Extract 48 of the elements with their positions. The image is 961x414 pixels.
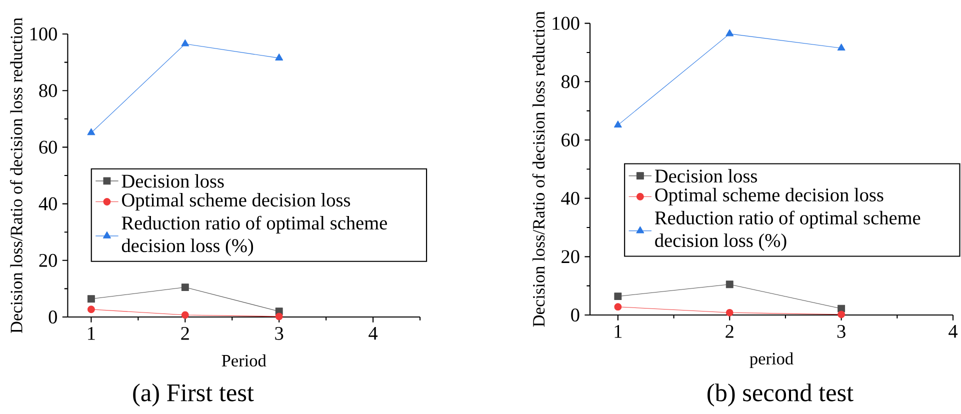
y-tick-label: 20 bbox=[562, 250, 580, 264]
text: (b) second test bbox=[708, 384, 854, 406]
legend-label: Optimal scheme decision loss bbox=[655, 188, 884, 206]
x-axis-title: period bbox=[750, 352, 794, 368]
point bbox=[275, 54, 284, 60]
point bbox=[838, 310, 846, 318]
y-axis-title: Decision loss/Ratio of decision loss reduction bbox=[10, 18, 22, 334]
x-tick-label: 2 bbox=[726, 325, 734, 338]
x-tick-label: 1 bbox=[614, 324, 622, 338]
point bbox=[726, 308, 734, 316]
point bbox=[87, 295, 95, 303]
y-tick-label: 40 bbox=[561, 192, 580, 205]
y-tick-label: 60 bbox=[39, 140, 57, 154]
x-tick-label: 4 bbox=[948, 324, 958, 338]
point bbox=[614, 120, 622, 128]
y-tick-label: 80 bbox=[561, 75, 580, 88]
y-tick-label: 0 bbox=[48, 310, 57, 324]
point bbox=[87, 306, 95, 314]
point bbox=[275, 312, 283, 320]
point bbox=[726, 280, 734, 288]
y-axis-title: Decision loss/Ratio of decision loss reduction bbox=[532, 11, 545, 327]
point bbox=[87, 128, 96, 136]
legend-label: Optimal scheme decision loss bbox=[122, 193, 350, 211]
legend-label: Reduction ratio of optimal scheme decision loss (%) bbox=[122, 216, 387, 256]
x-tick-label: 2 bbox=[181, 327, 189, 340]
point bbox=[837, 44, 846, 50]
y-tick-label: 0 bbox=[571, 308, 580, 322]
point bbox=[614, 303, 622, 311]
legend-label: Reduction ratio of optimal scheme decision loss (%) bbox=[654, 210, 920, 251]
point bbox=[726, 29, 734, 36]
y-tick-label: 20 bbox=[39, 254, 57, 267]
legend-label: Decision loss bbox=[122, 174, 224, 188]
text: (a) First test bbox=[133, 384, 254, 406]
y-tick-label: 80 bbox=[39, 84, 57, 98]
y-tick-label: 100 bbox=[552, 16, 580, 30]
y-tick-label: 60 bbox=[562, 133, 580, 146]
x-tick-label: 3 bbox=[275, 327, 284, 340]
legend-label: Decision loss bbox=[654, 169, 758, 183]
y-tick-label: 100 bbox=[30, 27, 57, 40]
x-tick-label: 4 bbox=[368, 327, 378, 340]
point bbox=[181, 284, 189, 292]
x-tick-label: 3 bbox=[837, 325, 846, 338]
point bbox=[181, 311, 189, 319]
x-tick-label: 1 bbox=[88, 326, 95, 340]
point bbox=[614, 292, 622, 300]
x-axis-title: Period bbox=[222, 354, 266, 367]
point bbox=[181, 39, 190, 46]
y-tick-label: 40 bbox=[38, 197, 57, 210]
